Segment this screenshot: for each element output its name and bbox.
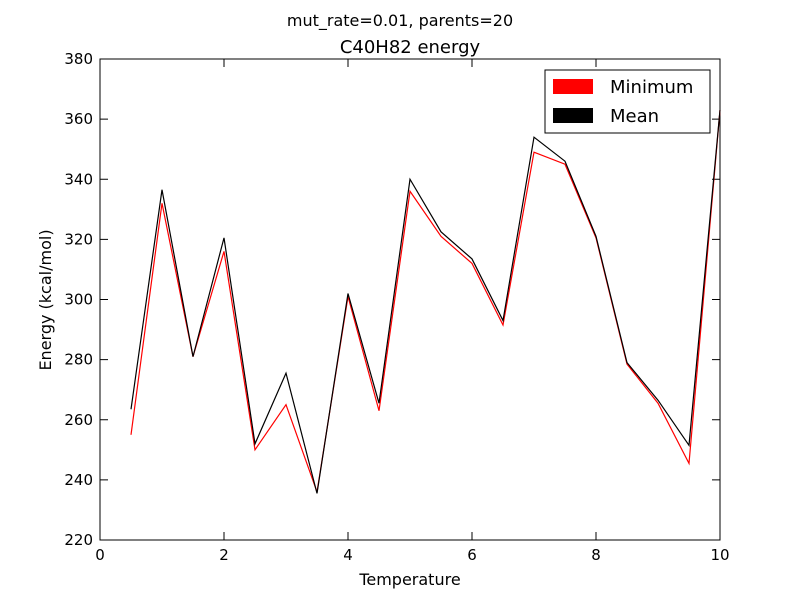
y-tick-label: 240 (64, 471, 93, 489)
series-lines (130, 110, 721, 494)
y-tick-label: 360 (64, 110, 93, 128)
y-tick-label: 260 (64, 411, 93, 429)
plot-area (99, 58, 721, 541)
y-tick-label: 380 (64, 50, 93, 68)
y-axis-label: Energy (kcal/mol) (36, 229, 55, 370)
y-tick-label: 340 (64, 170, 93, 188)
series-line-mean (130, 110, 721, 494)
x-tick-label: 4 (343, 546, 353, 564)
x-tick-label: 10 (710, 546, 729, 564)
y-tick-label: 280 (64, 351, 93, 369)
x-tick-label: 6 (467, 546, 477, 564)
legend-swatch-mean (553, 108, 593, 123)
legend-label-minimum: Minimum (610, 77, 693, 98)
legend-swatch-minimum (553, 79, 593, 94)
x-axis: 0 2 4 6 8 10 (95, 59, 730, 564)
x-axis-label: Temperature (358, 570, 460, 589)
y-axis: 220 240 260 280 300 320 340 360 380 (64, 50, 720, 549)
y-tick-label: 220 (64, 531, 93, 549)
legend: Minimum Mean (544, 69, 711, 134)
x-tick-label: 0 (95, 546, 105, 564)
legend-label-mean: Mean (610, 106, 659, 127)
chart-suptitle: mut_rate=0.01, parents=20 (287, 11, 513, 31)
x-tick-label: 8 (591, 546, 601, 564)
chart-title: C40H82 energy (340, 37, 481, 58)
x-tick-label: 2 (219, 546, 229, 564)
y-tick-label: 320 (64, 230, 93, 248)
y-tick-label: 300 (64, 291, 93, 309)
